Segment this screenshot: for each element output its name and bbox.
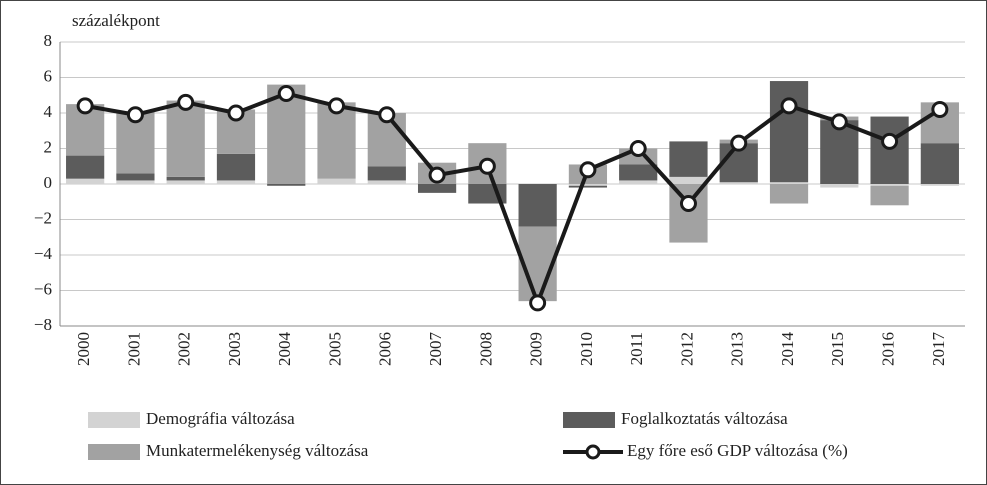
y-tick-label: −2 xyxy=(34,208,52,227)
line-marker xyxy=(478,157,496,175)
legend-label: Munkatermelékenység változása xyxy=(146,441,369,460)
bar-segment xyxy=(367,180,406,184)
legend-swatch xyxy=(88,444,140,460)
x-tick-label: 2007 xyxy=(426,332,445,367)
x-tick-label: 2001 xyxy=(124,332,143,366)
bar-segment xyxy=(568,185,608,188)
bar-segment xyxy=(820,120,859,184)
bar-segment xyxy=(116,180,155,184)
bar-segment xyxy=(216,153,256,181)
bar-segment xyxy=(66,178,105,184)
line-marker xyxy=(378,106,396,124)
bar-segment xyxy=(166,180,205,184)
bar-segment xyxy=(619,164,658,181)
bar-segment xyxy=(820,184,859,188)
legend-label: Demográfia változása xyxy=(146,409,295,428)
line-marker xyxy=(579,161,597,179)
x-tick-label: 2006 xyxy=(376,332,395,366)
line-marker xyxy=(126,106,144,124)
line-marker xyxy=(76,97,94,115)
bar-segment xyxy=(166,100,205,177)
bar-segment xyxy=(267,184,306,186)
line-marker xyxy=(277,84,295,102)
bar-segment xyxy=(216,180,256,184)
bar-segment xyxy=(769,182,809,184)
line xyxy=(84,91,941,309)
legend-swatch xyxy=(88,412,140,428)
x-tick-label: 2011 xyxy=(627,332,646,365)
x-tick-label: 2008 xyxy=(476,332,495,366)
line-marker xyxy=(881,132,899,150)
y-tick-label: −6 xyxy=(34,279,52,298)
line-marker xyxy=(328,97,346,115)
line-marker xyxy=(428,166,446,184)
y-tick-label: −4 xyxy=(34,244,53,263)
y-tick-label: 6 xyxy=(44,66,53,85)
line-marker xyxy=(529,294,547,312)
x-tick-label: 2004 xyxy=(275,332,294,367)
bar-segment xyxy=(769,184,809,204)
bar-segment xyxy=(769,81,809,183)
bar-segment xyxy=(669,184,708,243)
bar-segment xyxy=(920,143,959,184)
bar-segment xyxy=(920,184,959,186)
bar-segment xyxy=(417,184,457,193)
bar-segment xyxy=(870,184,909,186)
y-tick-label: 2 xyxy=(44,137,53,156)
bar-segment xyxy=(669,176,708,184)
y-axis-label: százalékpont xyxy=(72,11,160,30)
x-tick-label: 2015 xyxy=(828,332,847,366)
legend-swatch-marker xyxy=(585,444,601,460)
bar-segment xyxy=(568,184,608,186)
line-marker xyxy=(931,100,949,118)
line-marker xyxy=(629,140,647,157)
x-tick-label: 2009 xyxy=(527,332,546,366)
bar-segment xyxy=(619,180,658,184)
bar-segment xyxy=(669,141,708,177)
bar-segment xyxy=(317,102,356,179)
y-tick-label: 8 xyxy=(44,31,53,50)
y-tick-label: −8 xyxy=(34,315,52,334)
bar-segment xyxy=(367,166,406,181)
bar-segment xyxy=(166,176,205,181)
bar-segment xyxy=(870,185,909,206)
y-tick-label: 4 xyxy=(44,102,53,121)
x-tick-label: 2013 xyxy=(728,332,747,366)
bar-segment xyxy=(719,182,758,184)
bar-segment xyxy=(518,184,557,227)
bar-segment xyxy=(116,173,155,181)
bar-segment xyxy=(317,178,356,184)
x-tick-label: 2014 xyxy=(778,332,797,367)
bar-segment xyxy=(66,155,105,179)
x-tick-label: 2017 xyxy=(929,332,948,367)
x-tick-label: 2002 xyxy=(175,332,194,366)
x-tick-label: 2010 xyxy=(577,332,596,366)
line-marker xyxy=(177,93,195,111)
x-tick-label: 2003 xyxy=(225,332,244,366)
line-marker xyxy=(830,113,848,131)
line-marker xyxy=(730,134,748,152)
legend-label: Foglalkoztatás változása xyxy=(621,409,788,428)
x-tick-label: 2000 xyxy=(74,332,93,366)
x-tick-label: 2016 xyxy=(878,332,897,366)
line-marker xyxy=(780,97,798,115)
x-tick-label: 2005 xyxy=(325,332,344,366)
legend-label: Egy főre eső GDP változása (%) xyxy=(627,441,848,460)
bar-segment xyxy=(870,116,909,184)
y-tick-label: 0 xyxy=(44,173,53,192)
x-tick-label: 2012 xyxy=(677,332,696,366)
line-marker xyxy=(679,195,697,213)
legend-swatch xyxy=(563,412,615,428)
line-marker xyxy=(227,104,245,122)
